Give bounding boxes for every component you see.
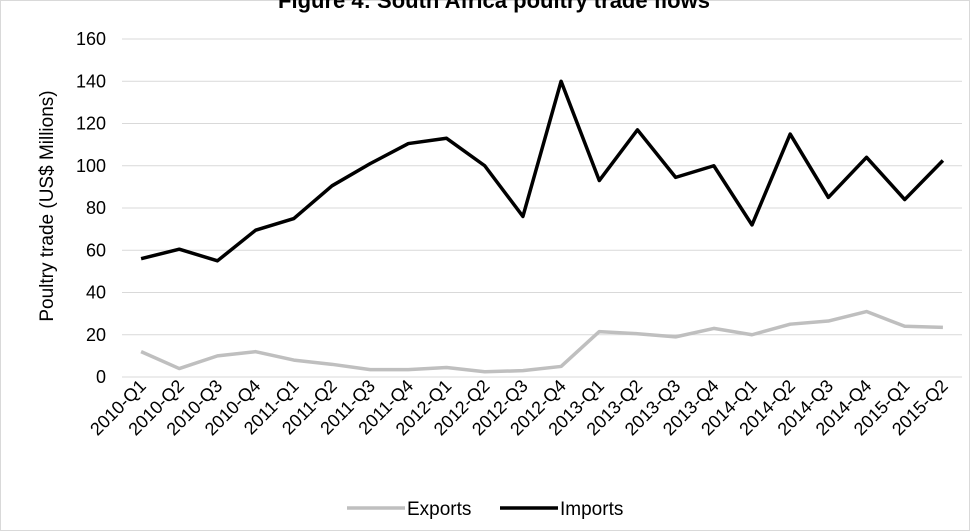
- y-tick-label: 100: [76, 156, 106, 176]
- y-axis-label: Poultry trade (US$ Millions): [37, 90, 58, 321]
- series-line-imports: [140, 79, 945, 263]
- series-lines: [140, 79, 945, 374]
- y-tick-labels: 0 20 40 60 80 100 120 140 160: [76, 29, 106, 387]
- legend-label-exports: Exports: [407, 499, 471, 520]
- chart-title: Figure 4: South Africa poultry trade flo…: [278, 0, 710, 13]
- y-tick-label: 40: [86, 283, 106, 303]
- series-line-exports: [140, 309, 943, 374]
- y-tick-label: 0: [96, 367, 106, 387]
- y-tick-label: 160: [76, 29, 106, 49]
- y-tick-label: 60: [86, 240, 106, 260]
- legend: Exports Imports: [347, 499, 623, 520]
- y-tick-label: 120: [76, 114, 106, 134]
- legend-label-imports: Imports: [560, 499, 623, 520]
- x-tick-labels: 2010-Q12010-Q22010-Q32010-Q42011-Q12011-…: [86, 376, 952, 440]
- y-tick-label: 20: [86, 325, 106, 345]
- y-tick-label: 140: [76, 71, 106, 91]
- gridlines: [122, 38, 962, 378]
- y-tick-label: 80: [86, 198, 106, 218]
